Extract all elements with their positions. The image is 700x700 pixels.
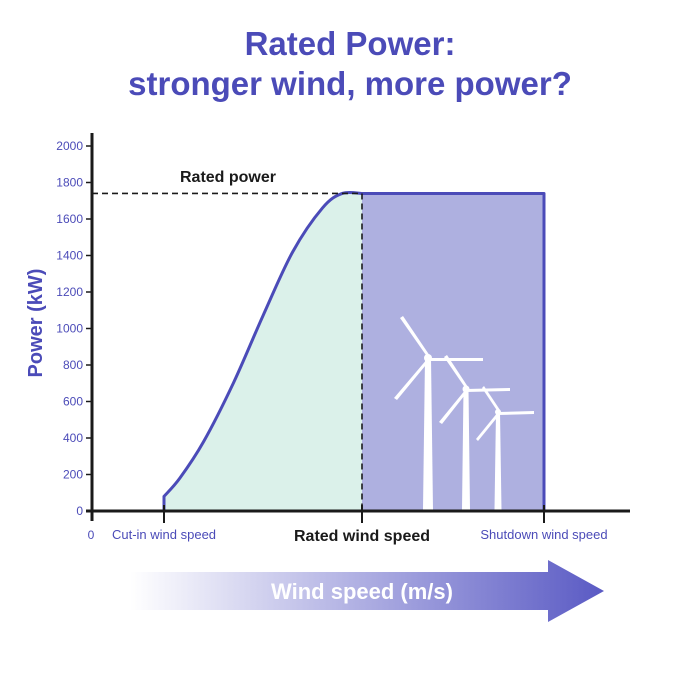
y-tick-label: 1800 — [56, 176, 83, 190]
y-tick-label: 1400 — [56, 249, 83, 263]
rated-power-label: Rated power — [180, 169, 276, 186]
wind-turbine-icon — [476, 386, 534, 510]
x-axis-label: Wind speed (m/s) — [271, 579, 453, 604]
x-marker-label: Cut-in wind speed — [112, 527, 216, 542]
wind-turbine-icon — [439, 355, 510, 510]
rated-region — [362, 193, 544, 511]
wind-turbines — [394, 316, 534, 510]
title-line-2: stronger wind, more power? — [128, 65, 572, 102]
power-curve-line — [162, 190, 546, 513]
x-origin-label: 0 — [88, 528, 95, 542]
x-marker-label: Shutdown wind speed — [480, 527, 607, 542]
wind-turbine-icon — [394, 316, 483, 510]
y-tick-label: 600 — [63, 395, 83, 409]
y-ticks: 0 200 400 600 800 1000 1200 1400 1600 1800 2000 — [56, 139, 92, 518]
y-tick-label: 400 — [63, 431, 83, 445]
y-tick-label: 200 — [63, 468, 83, 482]
y-tick-label: 800 — [63, 358, 83, 372]
y-tick-label: 0 — [76, 504, 83, 518]
y-axis-label: Power (kW) — [25, 269, 47, 378]
y-tick-label: 2000 — [56, 139, 83, 153]
y-tick-label: 1200 — [56, 285, 83, 299]
x-marker-label: Rated wind speed — [294, 528, 430, 545]
chart-title: Rated Power: stronger wind, more power? — [0, 24, 700, 104]
title-line-1: Rated Power: — [244, 25, 456, 62]
x-markers: Cut-in wind speed Rated wind speed Shutdow… — [112, 505, 608, 545]
wind-speed-arrow: Wind speed (m/s) — [130, 560, 604, 622]
y-tick-label: 1000 — [56, 322, 83, 336]
ramp-region — [164, 192, 362, 511]
y-tick-label: 1600 — [56, 212, 83, 226]
